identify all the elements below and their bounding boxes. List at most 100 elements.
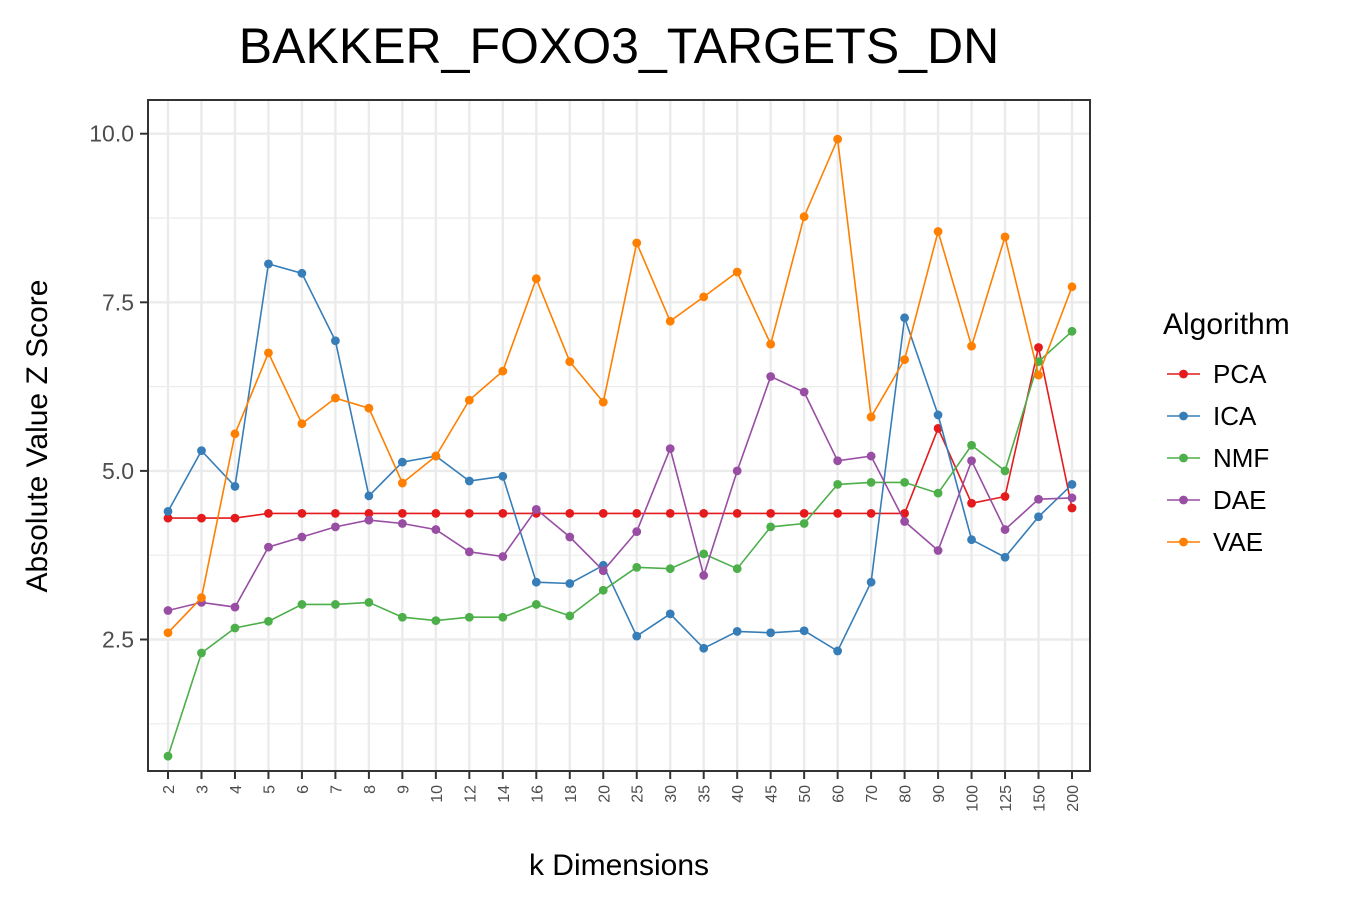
data-point-pca <box>230 513 240 523</box>
data-point-vae <box>1000 232 1010 242</box>
x-tick-label: 4 <box>228 785 245 794</box>
legend-label-vae: VAE <box>1213 527 1263 557</box>
x-tick-label: 90 <box>931 785 948 803</box>
data-point-vae <box>431 451 441 461</box>
x-tick-label: 35 <box>697 785 714 803</box>
data-point-ica <box>331 336 340 346</box>
y-tick-label: 10.0 <box>89 121 134 147</box>
data-point-nmf <box>498 612 508 622</box>
series-line-pca <box>168 347 1073 519</box>
data-point-ica <box>799 626 809 636</box>
data-point-ica <box>1067 479 1077 489</box>
data-point-ica <box>766 628 776 638</box>
data-point-pca <box>766 508 776 518</box>
data-point-dae <box>498 552 508 561</box>
x-axis-title: k Dimensions <box>529 849 709 882</box>
data-point-ica <box>364 491 374 501</box>
data-point-vae <box>331 393 340 403</box>
data-point-vae <box>197 593 206 603</box>
legend: Algorithm PCA ICA NMF DAE VAE <box>1163 308 1290 557</box>
data-point-dae <box>397 519 407 528</box>
data-point-dae <box>866 451 876 461</box>
data-point-ica <box>933 410 943 420</box>
data-point-vae <box>665 316 675 326</box>
data-point-vae <box>833 134 843 144</box>
data-point-nmf <box>397 612 407 622</box>
data-point-pca <box>197 513 206 523</box>
data-point-nmf <box>967 440 976 450</box>
x-tick-label: 3 <box>194 785 211 794</box>
x-tick-label: 20 <box>596 785 613 803</box>
y-tick-label: 2.5 <box>102 626 134 652</box>
x-tick-label: 50 <box>797 785 814 803</box>
data-point-pca <box>331 508 340 518</box>
data-point-pca <box>264 508 273 518</box>
data-point-nmf <box>163 751 173 761</box>
data-point-dae <box>732 466 742 476</box>
data-point-ica <box>732 627 742 636</box>
legend-key-point-pca <box>1179 369 1188 379</box>
data-point-dae <box>766 372 776 381</box>
x-tick-label: 12 <box>462 785 479 803</box>
legend-key-point-ica <box>1179 411 1188 421</box>
x-tick-label: 125 <box>998 785 1015 812</box>
data-point-nmf <box>665 564 675 574</box>
legend-key-point-vae <box>1179 537 1188 547</box>
data-point-nmf <box>431 616 441 626</box>
data-point-nmf <box>264 616 273 626</box>
data-point-dae <box>163 606 173 615</box>
data-point-dae <box>464 547 474 557</box>
data-point-dae <box>598 566 608 576</box>
x-tick-label: 6 <box>295 785 312 794</box>
data-point-vae <box>900 355 909 365</box>
data-point-nmf <box>699 549 709 559</box>
data-point-dae <box>967 456 976 466</box>
data-point-dae <box>431 525 441 534</box>
data-point-ica <box>531 577 541 587</box>
data-point-ica <box>397 457 407 467</box>
data-point-vae <box>565 357 575 367</box>
x-tick-label: 200 <box>1065 785 1082 812</box>
data-point-nmf <box>632 562 642 572</box>
data-point-vae <box>866 412 876 422</box>
data-point-pca <box>665 508 675 518</box>
legend-label-nmf: NMF <box>1213 443 1269 473</box>
data-point-nmf <box>833 479 843 489</box>
data-point-pca <box>498 508 508 518</box>
series-line-dae <box>167 375 1073 612</box>
data-point-pca <box>598 508 608 518</box>
data-point-pca <box>297 508 307 518</box>
data-point-pca <box>799 508 809 518</box>
x-tick-label: 100 <box>965 785 982 812</box>
x-tick-label: 8 <box>362 785 379 794</box>
data-point-dae <box>799 387 809 397</box>
plot-panel <box>148 100 1090 771</box>
data-point-pca <box>1000 492 1010 501</box>
x-tick-label: 45 <box>764 785 781 803</box>
data-point-vae <box>163 628 173 638</box>
data-point-vae <box>1034 370 1043 380</box>
data-point-nmf <box>732 564 742 574</box>
data-point-vae <box>531 274 541 284</box>
data-point-pca <box>565 508 575 518</box>
data-point-dae <box>699 571 709 580</box>
x-tick-label: 5 <box>261 785 278 794</box>
data-point-ica <box>967 535 976 545</box>
x-tick-label: 2 <box>161 785 178 794</box>
data-point-nmf <box>766 522 776 532</box>
data-point-dae <box>1000 525 1010 534</box>
data-point-ica <box>665 609 675 619</box>
x-tick-label: 30 <box>663 785 680 803</box>
data-point-nmf <box>565 611 575 621</box>
data-point-vae <box>1067 282 1077 292</box>
data-point-ica <box>866 577 876 587</box>
data-point-dae <box>1067 493 1077 503</box>
x-tick-label: 18 <box>563 785 580 803</box>
x-tick-label: 14 <box>496 785 513 803</box>
data-point-pca <box>1067 503 1077 513</box>
data-point-nmf <box>1000 466 1010 476</box>
data-point-ica <box>464 476 474 486</box>
data-point-vae <box>364 403 374 413</box>
x-tick-label: 60 <box>831 785 848 803</box>
